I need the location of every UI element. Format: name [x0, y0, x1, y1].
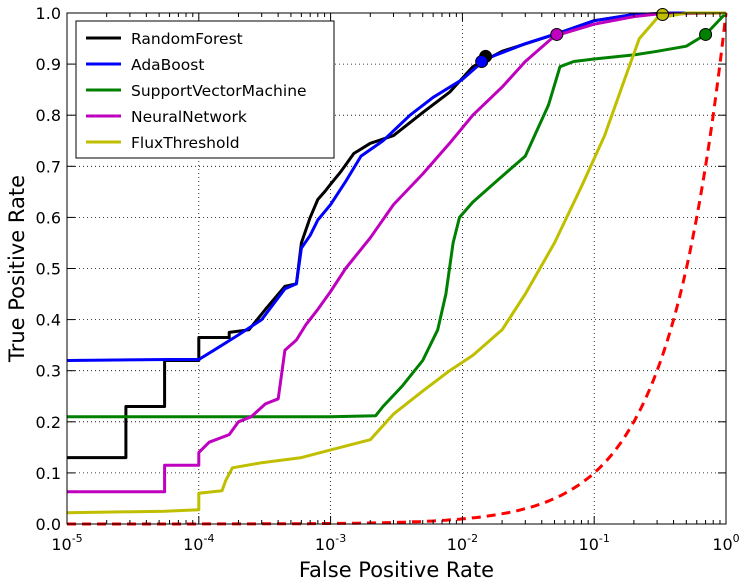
x-tick-label: 10-1	[579, 532, 610, 554]
y-tick-label: 0.7	[36, 157, 61, 176]
x-tick-label: 100	[712, 532, 739, 554]
x-tick-labels: 10-5 10-4 10-3 10-2 10-1 100	[51, 532, 739, 554]
series-line-supportvectormachine	[67, 11, 728, 419]
marker-supportvectormachine	[699, 27, 713, 41]
y-tick-label: 0.4	[36, 311, 61, 330]
marker-fluxthreshold	[656, 8, 670, 22]
legend-label: FluxThreshold	[131, 134, 240, 152]
y-tick-label: 0.8	[36, 106, 61, 125]
x-tick-label: 10-2	[447, 532, 478, 554]
y-axis-title: True Positive Rate	[5, 175, 29, 363]
x-axis-title: False Positive Rate	[299, 558, 494, 582]
y-tick-label: 0.2	[36, 413, 61, 432]
legend: RandomForest AdaBoost SupportVectorMachine…	[75, 20, 335, 159]
series-line-fluxthreshold	[66, 11, 726, 515]
y-tick-label: 0.9	[36, 55, 61, 74]
tick-marks	[66, 12, 727, 525]
y-tick-label: 0.0	[36, 515, 61, 534]
marker-adaboost	[475, 55, 489, 69]
series-line-adaboost	[66, 11, 726, 362]
y-tick-label: 0.1	[36, 464, 61, 483]
legend-label: RandomForest	[131, 30, 243, 48]
y-tick-label: 1.0	[36, 4, 61, 23]
legend-label: AdaBoost	[131, 56, 204, 74]
legend-label: SupportVectorMachine	[131, 82, 307, 100]
series-lines	[66, 11, 728, 515]
legend-label: NeuralNetwork	[131, 108, 247, 126]
operating-point-markers	[475, 8, 713, 69]
y-tick-label: 0.5	[36, 260, 61, 279]
series-line-neuralnetwork	[67, 11, 727, 494]
marker-neuralnetwork	[550, 27, 564, 41]
y-tick-label: 0.6	[36, 208, 61, 227]
x-tick-label: 10-4	[183, 532, 214, 554]
x-tick-label: 10-5	[51, 532, 82, 554]
x-tick-label: 10-3	[315, 532, 346, 554]
y-tick-labels: 0.0 0.1 0.2 0.3 0.4 0.5 0.6 0.7 0.8 0.9 1.0	[36, 4, 61, 534]
y-tick-label: 0.3	[36, 362, 61, 381]
